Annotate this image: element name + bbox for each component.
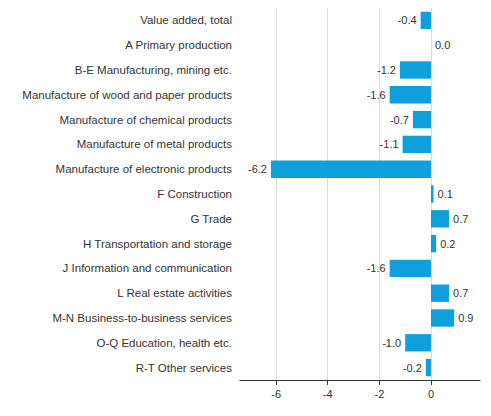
svg-text:Manufacture of electronic prod: Manufacture of electronic products [56, 163, 233, 175]
svg-text:0: 0 [428, 388, 434, 400]
svg-text:M-N Business-to-business servi: M-N Business-to-business services [52, 312, 232, 324]
svg-text:A Primary production: A Primary production [125, 39, 232, 51]
svg-text:G Trade: G Trade [190, 213, 232, 225]
svg-text:-0.4: -0.4 [398, 14, 417, 26]
svg-text:-4: -4 [323, 388, 333, 400]
svg-text:-1.1: -1.1 [380, 138, 399, 150]
svg-text:-0.7: -0.7 [390, 114, 409, 126]
svg-text:L Real estate activities: L Real estate activities [117, 287, 232, 299]
svg-text:F Construction: F Construction [157, 188, 232, 200]
svg-text:-0.2: -0.2 [403, 362, 422, 374]
svg-text:H Transportation and storage: H Transportation and storage [83, 238, 232, 250]
svg-text:-6.2: -6.2 [248, 163, 267, 175]
svg-text:-1.6: -1.6 [367, 89, 386, 101]
svg-text:-2: -2 [374, 388, 384, 400]
svg-text:O-Q Education, health etc.: O-Q Education, health etc. [96, 337, 232, 349]
svg-text:Manufacture of metal products: Manufacture of metal products [77, 138, 233, 150]
svg-text:0.7: 0.7 [453, 213, 468, 225]
svg-text:-6: -6 [271, 388, 281, 400]
svg-text:Manufacture of wood and paper: Manufacture of wood and paper products [22, 89, 232, 101]
svg-text:0.2: 0.2 [440, 238, 455, 250]
svg-text:0.7: 0.7 [453, 287, 468, 299]
svg-text:0.9: 0.9 [458, 312, 473, 324]
svg-text:B-E Manufacturing, mining etc.: B-E Manufacturing, mining etc. [75, 64, 232, 76]
svg-text:-1.2: -1.2 [377, 64, 396, 76]
svg-text:Manufacture of chemical produc: Manufacture of chemical products [59, 114, 232, 126]
svg-text:Value added, total: Value added, total [140, 14, 232, 26]
svg-text:J Information and communicatio: J Information and communication [63, 262, 232, 274]
svg-text:R-T Other services: R-T Other services [136, 362, 233, 374]
svg-text:-1.6: -1.6 [367, 262, 386, 274]
svg-text:0.1: 0.1 [438, 188, 453, 200]
svg-text:0.0: 0.0 [435, 39, 450, 51]
svg-text:-1.0: -1.0 [382, 337, 401, 349]
